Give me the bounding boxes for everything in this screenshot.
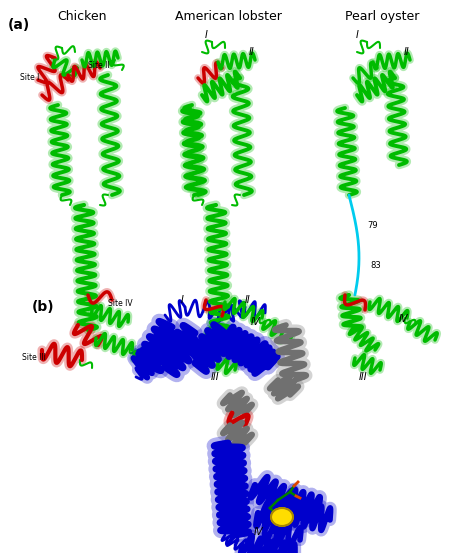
Text: IV: IV <box>250 317 260 327</box>
Text: 79: 79 <box>367 221 378 229</box>
Text: I: I <box>205 30 208 40</box>
Text: Site I: Site I <box>20 74 39 82</box>
Text: III: III <box>210 372 219 382</box>
Text: Chicken: Chicken <box>57 10 107 23</box>
Text: II: II <box>249 47 255 57</box>
Ellipse shape <box>271 508 293 526</box>
Text: Site II: Site II <box>88 60 109 70</box>
Text: II: II <box>404 47 410 57</box>
Text: Pearl oyster: Pearl oyster <box>345 10 419 23</box>
Text: Site IV: Site IV <box>108 300 133 309</box>
Text: I: I <box>181 295 183 305</box>
Text: Site III: Site III <box>22 353 46 363</box>
Text: III: III <box>359 372 367 382</box>
Text: (b): (b) <box>32 300 55 314</box>
Text: I: I <box>356 30 358 40</box>
Text: II: II <box>245 295 251 305</box>
Text: 83: 83 <box>370 260 381 269</box>
Text: IV: IV <box>398 314 408 324</box>
Text: American lobster: American lobster <box>174 10 282 23</box>
Text: IV: IV <box>253 527 263 537</box>
Text: (a): (a) <box>8 18 30 32</box>
